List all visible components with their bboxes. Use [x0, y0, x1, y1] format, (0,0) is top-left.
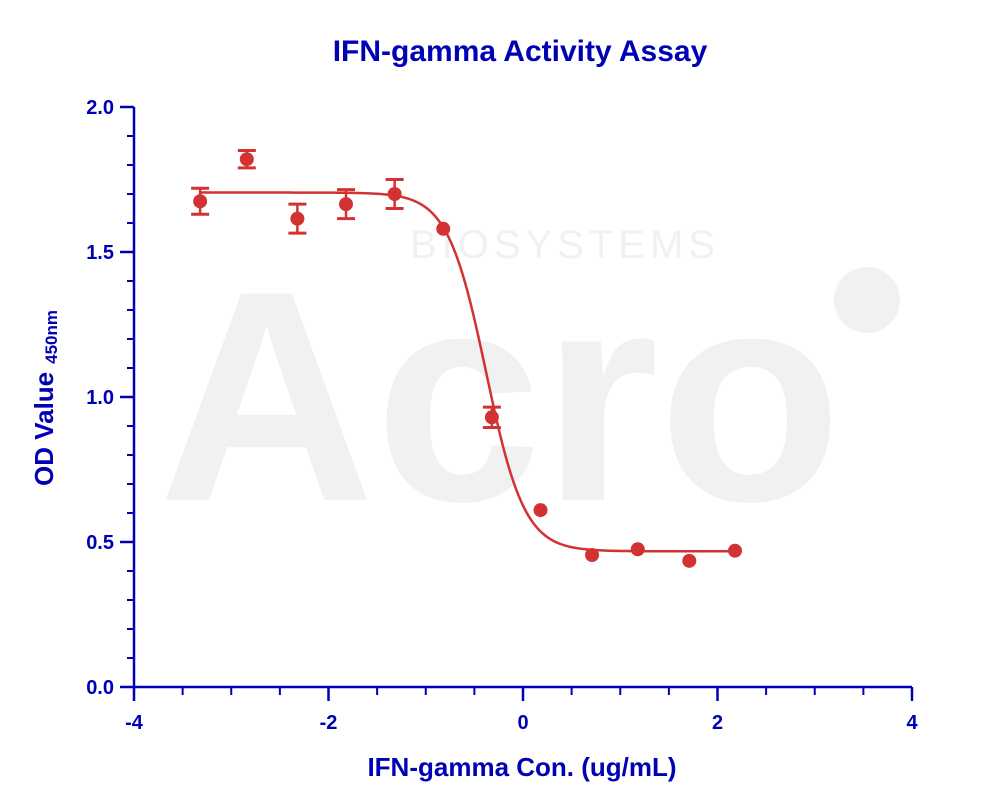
x-tick-label: -4: [125, 712, 144, 734]
y-tick-label: 1.0: [86, 387, 114, 409]
data-point-group: [237, 149, 256, 170]
data-point: [585, 548, 600, 563]
x-tick-label: 0: [517, 712, 528, 734]
watermark-dot: [834, 267, 900, 333]
data-point-group: [482, 405, 501, 429]
data-point-group: [533, 503, 548, 518]
fit-curve: [200, 191, 735, 553]
data-point: [682, 553, 697, 568]
data-point: [339, 197, 354, 212]
x-tick-label: 2: [712, 712, 723, 734]
data-point-group: [337, 188, 356, 221]
data-point: [239, 152, 254, 167]
y-axis: 0.0 0.5 1.0 1.5 2.0: [86, 97, 136, 699]
y-tick-label: 0.0: [86, 677, 114, 699]
data-point-group: [682, 553, 697, 568]
y-axis-label: OD Value 450nm: [29, 310, 61, 486]
watermark-wordmark: Acro: [158, 228, 842, 564]
data-point-group: [191, 186, 210, 216]
data-point-group: [385, 178, 404, 210]
data-point: [533, 503, 548, 518]
x-axis-label: IFN-gamma Con. (ug/mL): [367, 752, 676, 782]
data-point-group: [585, 548, 600, 563]
x-axis: -4 -2 0 2 4: [125, 685, 918, 734]
x-tick-label: 4: [906, 712, 918, 734]
watermark-tagline: BIOSYSTEMS: [410, 223, 720, 267]
data-point: [436, 221, 451, 236]
data-point-group: [630, 542, 645, 557]
watermark-logo: BIOSYSTEMS Acro: [158, 223, 900, 564]
data-point-group: [728, 543, 743, 558]
data-point-group: [436, 221, 451, 236]
y-axis-label-subscript: 450nm: [42, 310, 61, 364]
y-tick-label: 0.5: [86, 532, 114, 554]
data-point: [630, 542, 645, 557]
y-tick-label: 1.5: [86, 242, 114, 264]
data-point-group: [288, 202, 307, 235]
data-point: [290, 211, 305, 226]
x-tick-label: -2: [320, 712, 338, 734]
data-points-layer: [191, 149, 743, 568]
y-axis-label-main: OD Value: [29, 372, 59, 486]
fit-curve-layer: [200, 191, 735, 553]
data-point: [728, 543, 743, 558]
chart-title: IFN-gamma Activity Assay: [333, 35, 708, 68]
data-point: [484, 410, 499, 425]
data-point: [193, 194, 208, 209]
y-tick-label: 2.0: [86, 97, 114, 119]
data-point: [387, 187, 402, 201]
